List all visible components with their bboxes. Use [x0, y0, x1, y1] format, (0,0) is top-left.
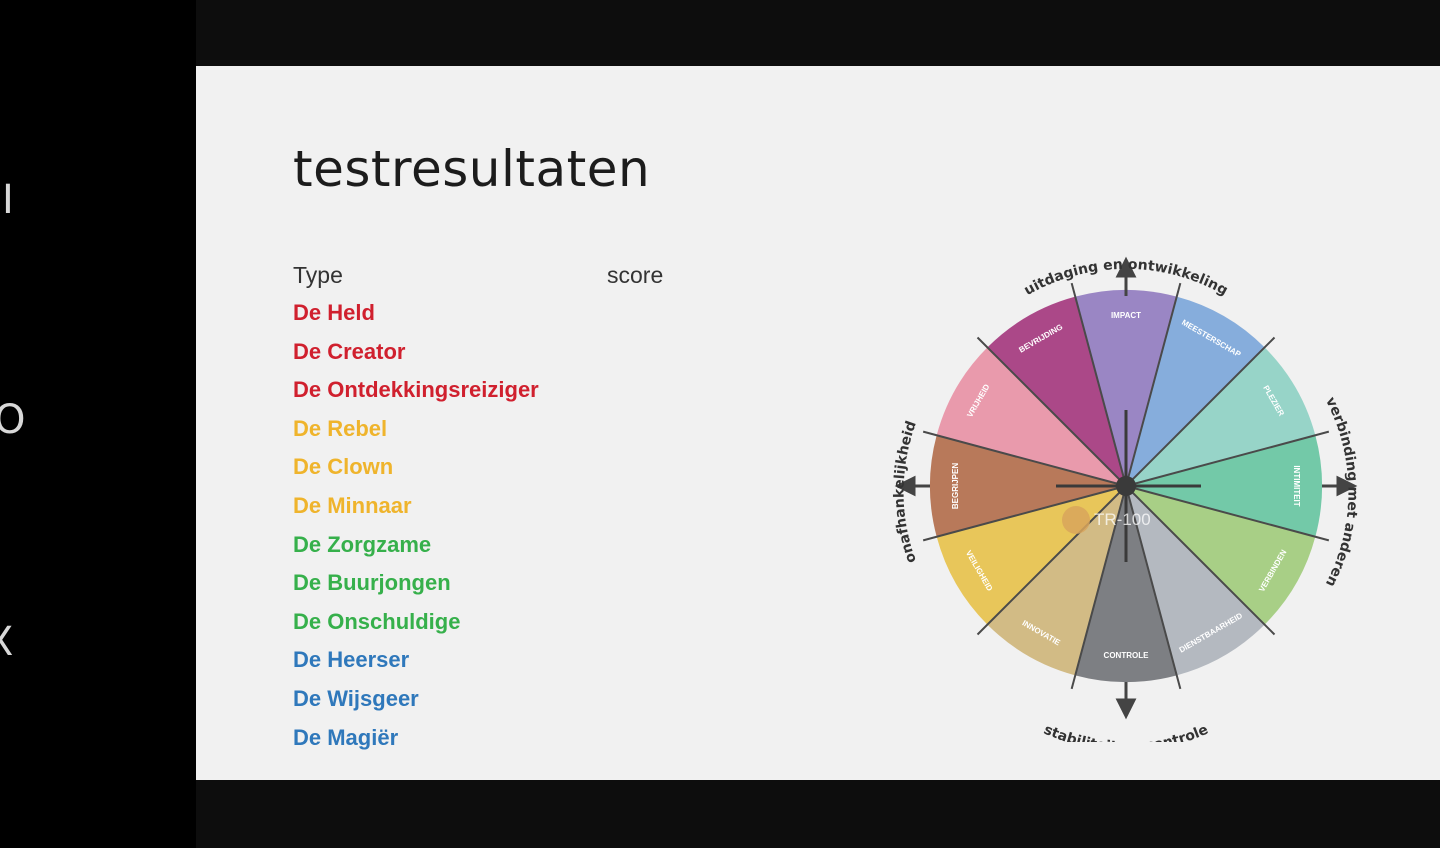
left-strip: I O X — [0, 0, 196, 848]
wheel-divider-9 — [922, 485, 1127, 542]
axis-label-left: onafhankelijkheid — [892, 419, 920, 565]
slide: testresultaten Type score De Held De Cre… — [196, 66, 1440, 780]
axis-label-bottom: stabiliteit en controle — [1041, 722, 1210, 742]
type-column-header: Type — [293, 262, 343, 288]
wheel-divider-8 — [976, 485, 1127, 636]
wheel-segment-innovatie — [987, 486, 1126, 676]
arrow-down-head-icon — [1115, 698, 1137, 720]
type-item-rebel: De Rebel — [293, 415, 388, 441]
type-item-heerser: De Heerser — [293, 647, 410, 673]
arrow-left-head-icon — [894, 475, 916, 497]
type-item-onschuldige: De Onschuldige — [293, 608, 461, 634]
wheel-divider-4 — [1125, 485, 1330, 542]
wheel-segment-dienstbaarheid — [1126, 486, 1265, 676]
logo-text: TR-100 — [1094, 510, 1151, 529]
arrow-right-head-icon — [1336, 475, 1358, 497]
wheel-segment-impact — [1075, 290, 1177, 486]
wheel-divider-6 — [1125, 485, 1182, 690]
type-list: De Held De Creator De Ontdekkingsreizige… — [293, 298, 539, 761]
tr100-logo: TR-100 — [1062, 506, 1151, 534]
archetype-wheel-svg: IMPACTMEESTERSCHAPPLEZIERINTIMITEITVERBI… — [892, 256, 1360, 742]
type-item-wijsgeer: De Wijsgeer — [293, 685, 419, 711]
wheel-segment-begrijpen — [930, 435, 1126, 537]
slide-title: testresultaten — [293, 140, 651, 198]
strip-glyph-2: O — [0, 397, 26, 443]
wheel-segment-controle — [1075, 486, 1177, 682]
strip-glyph-3: X — [0, 622, 13, 662]
wheel-divider-2 — [1125, 336, 1276, 487]
wheel-segment-label-begrijpen: BEGRIJPEN — [951, 463, 960, 509]
wheel-divider-lines — [922, 282, 1330, 690]
score-column-header: score — [607, 262, 664, 288]
type-item-magier: De Magiër — [293, 724, 399, 750]
wheel-divider-7 — [1070, 485, 1127, 690]
wheel-segment-label-controle: CONTROLE — [1104, 651, 1150, 660]
wheel-divider-5 — [1125, 485, 1276, 636]
type-item-held: De Held — [293, 300, 375, 325]
wheel-segment-vrijheid — [936, 347, 1126, 486]
wheel-divider-11 — [976, 336, 1127, 487]
wheel-divider-3 — [1125, 430, 1330, 487]
wheel-divider-0 — [1070, 282, 1127, 487]
wheel-segment-label-impact: IMPACT — [1111, 311, 1141, 320]
wheel-segment-meesterschap — [1126, 296, 1265, 486]
type-item-clown: De Clown — [293, 454, 394, 480]
type-item-zorgzame: De Zorgzame — [293, 531, 432, 557]
bottom-band — [196, 780, 1440, 848]
wheel-segment-bevrijding — [987, 296, 1126, 486]
arrow-up-head-icon — [1115, 256, 1137, 278]
logo-swirl-icon — [1062, 506, 1090, 534]
wheel-segment-plezier — [1126, 347, 1316, 486]
type-item-ontdekkingsreiziger: De Ontdekkingsreiziger — [293, 377, 539, 403]
wheel-segment-intimiteit — [1126, 435, 1322, 537]
wheel-segment-label-intimiteit: INTIMITEIT — [1292, 465, 1301, 506]
top-band — [196, 0, 1440, 66]
wheel-divider-1 — [1125, 282, 1182, 487]
type-item-minnaar: De Minnaar — [293, 492, 412, 518]
archetype-wheel: IMPACT MEESTERSCHAP PLEZIER INTIMITEIT VERBI… — [876, 242, 1376, 742]
wheel-divider-10 — [922, 430, 1127, 487]
center-crosshair — [1056, 410, 1201, 562]
wheel-segment-verbinden — [1126, 486, 1316, 625]
type-item-creator: De Creator — [293, 338, 406, 364]
strip-glyph-1: I — [2, 177, 14, 223]
type-item-buurjongen: De Buurjongen — [293, 570, 451, 596]
compass-arrows — [894, 256, 1358, 720]
